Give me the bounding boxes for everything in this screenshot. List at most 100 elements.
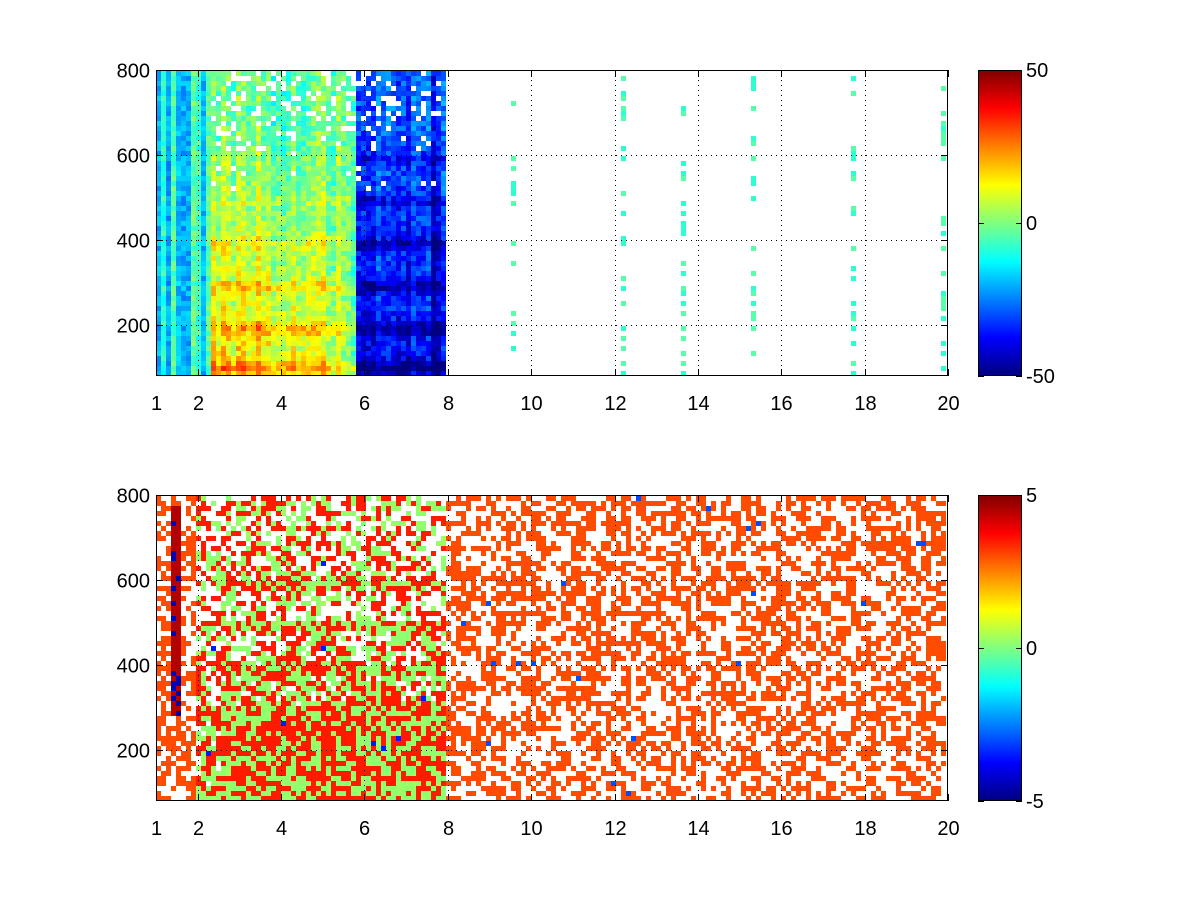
heatmap-cell bbox=[416, 291, 421, 296]
heatmap-cell bbox=[201, 336, 206, 341]
heatmap-cell bbox=[396, 221, 401, 226]
heatmap-cell bbox=[221, 101, 226, 106]
heatmap-cell bbox=[311, 306, 316, 311]
heatmap-cell bbox=[286, 691, 291, 696]
heatmap-cell bbox=[511, 346, 516, 351]
heatmap-cell bbox=[376, 271, 381, 276]
heatmap-cell bbox=[241, 126, 246, 131]
heatmap-cell bbox=[211, 581, 216, 586]
heatmap-cell bbox=[341, 151, 346, 156]
heatmap-cell bbox=[371, 366, 376, 371]
heatmap-cell bbox=[291, 271, 296, 276]
heatmap-cell bbox=[371, 196, 376, 201]
heatmap-cell bbox=[196, 321, 201, 326]
heatmap-cell bbox=[341, 336, 346, 341]
heatmap-cell bbox=[316, 156, 321, 161]
heatmap-cell bbox=[216, 116, 221, 121]
heatmap-cell bbox=[206, 171, 211, 176]
heatmap-cell bbox=[176, 146, 181, 151]
heatmap-cell bbox=[171, 316, 176, 321]
heatmap-cell bbox=[251, 796, 256, 801]
heatmap-cell bbox=[366, 206, 371, 211]
heatmap-cell bbox=[401, 161, 406, 166]
heatmap-cell bbox=[221, 776, 226, 781]
heatmap-cell bbox=[186, 91, 191, 96]
heatmap-cell bbox=[241, 101, 246, 106]
heatmap-cell bbox=[276, 341, 281, 346]
heatmap-cell bbox=[166, 601, 171, 606]
heatmap-cell bbox=[376, 316, 381, 321]
heatmap-cell bbox=[306, 186, 311, 191]
heatmap-cell bbox=[276, 616, 281, 621]
heatmap-cell bbox=[371, 316, 376, 321]
heatmap-cell bbox=[241, 351, 246, 356]
heatmap-cell bbox=[336, 166, 341, 171]
heatmap-cell bbox=[286, 651, 291, 656]
heatmap-cell bbox=[271, 231, 276, 236]
heatmap-cell bbox=[296, 526, 301, 531]
heatmap-cell bbox=[306, 306, 311, 311]
heatmap-cell bbox=[291, 241, 296, 246]
heatmap-cell bbox=[391, 126, 396, 131]
heatmap-cell bbox=[196, 651, 201, 656]
heatmap-cell bbox=[296, 641, 301, 646]
heatmap-cell bbox=[196, 556, 201, 561]
heatmap-cell bbox=[211, 306, 216, 311]
heatmap-cell bbox=[241, 526, 246, 531]
heatmap-cell bbox=[941, 341, 946, 346]
heatmap-cell bbox=[176, 106, 181, 111]
heatmap-cell bbox=[356, 216, 361, 221]
heatmap-cell bbox=[191, 151, 196, 156]
heatmap-cell bbox=[166, 151, 171, 156]
heatmap-cell bbox=[396, 336, 401, 341]
heatmap-cell bbox=[326, 111, 331, 116]
heatmap-cell bbox=[421, 231, 426, 236]
heatmap-cell bbox=[386, 326, 391, 331]
heatmap-cell bbox=[256, 766, 261, 771]
heatmap-cell bbox=[341, 116, 346, 121]
heatmap-cell bbox=[166, 291, 171, 296]
heatmap-cell bbox=[436, 281, 441, 286]
heatmap-cell bbox=[431, 306, 436, 311]
heatmap-cell bbox=[326, 256, 331, 261]
heatmap-cell bbox=[191, 321, 196, 326]
heatmap-cell bbox=[296, 71, 301, 76]
heatmap-cell bbox=[266, 351, 271, 356]
heatmap-cell bbox=[341, 216, 346, 221]
heatmap-cell bbox=[356, 251, 361, 256]
heatmap-cell bbox=[191, 326, 196, 331]
heatmap-cell bbox=[231, 616, 236, 621]
heatmap-cell bbox=[621, 116, 626, 121]
heatmap-cell bbox=[236, 591, 241, 596]
heatmap-cell bbox=[246, 791, 251, 796]
heatmap-cell bbox=[346, 211, 351, 216]
heatmap-cell bbox=[301, 116, 306, 121]
heatmap-cell bbox=[366, 296, 371, 301]
heatmap-cell bbox=[196, 301, 201, 306]
heatmap-cell bbox=[231, 796, 236, 801]
heatmap-cell bbox=[431, 231, 436, 236]
heatmap-cell bbox=[391, 156, 396, 161]
heatmap-cell bbox=[421, 281, 426, 286]
heatmap-cell bbox=[296, 706, 301, 711]
heatmap-cell bbox=[231, 321, 236, 326]
heatmap-cell bbox=[391, 251, 396, 256]
heatmap-cell bbox=[261, 721, 266, 726]
heatmap-cell bbox=[346, 371, 351, 376]
heatmap-cell bbox=[356, 141, 361, 146]
heatmap-cell bbox=[381, 316, 386, 321]
heatmap-cell bbox=[396, 146, 401, 151]
heatmap-cell bbox=[296, 86, 301, 91]
heatmap-cell bbox=[356, 346, 361, 351]
heatmap-cell bbox=[336, 331, 341, 336]
heatmap-cell bbox=[221, 311, 226, 316]
heatmap-cell bbox=[411, 111, 416, 116]
heatmap-cell bbox=[256, 521, 261, 526]
heatmap-cell bbox=[221, 791, 226, 796]
heatmap-cell bbox=[206, 226, 211, 231]
heatmap-cell bbox=[191, 311, 196, 316]
heatmap-cell bbox=[226, 496, 231, 501]
heatmap-cell bbox=[296, 616, 301, 621]
heatmap-cell bbox=[406, 311, 411, 316]
heatmap-cell bbox=[306, 366, 311, 371]
